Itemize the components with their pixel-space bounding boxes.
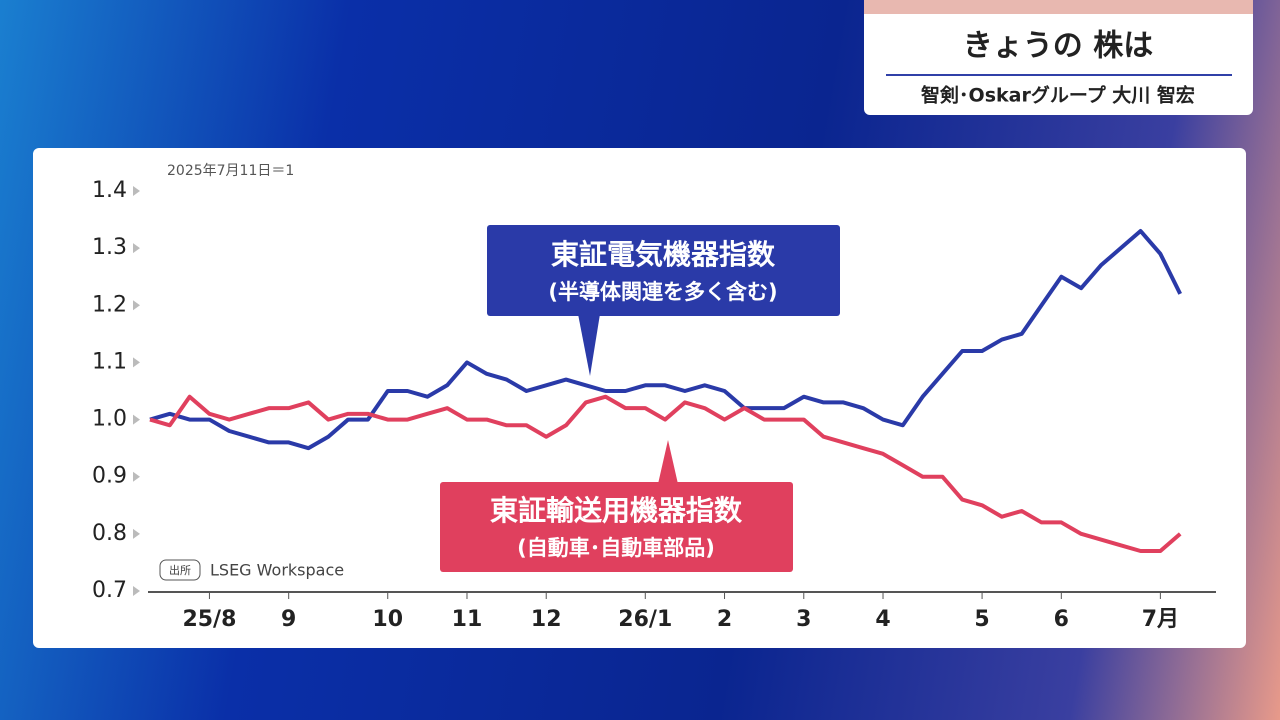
series-line [149, 394, 1182, 553]
y-tick-label: 0.8 [92, 521, 127, 546]
x-tick-label: 5 [974, 607, 989, 632]
y-tick-mark [133, 471, 140, 482]
y-tick-mark [133, 414, 140, 425]
source-tag-box [159, 559, 201, 581]
series-note: (自動車･自動車部品) [517, 536, 715, 560]
x-tick-label: 2 [717, 607, 732, 632]
red-callout: 東証輸送用機器指数 (自動車･自動車部品) [440, 440, 793, 572]
y-tick-label: 1.2 [92, 292, 127, 317]
x-tick-label: 25/8 [182, 607, 236, 632]
header-title: きょうの 株は [963, 29, 1153, 64]
y-tick-mark [133, 357, 140, 368]
y-tick-mark [133, 243, 140, 254]
series-name: 東証輸送用機器指数 [490, 494, 743, 527]
chart-note: 2025年7月11日＝1 [167, 163, 294, 179]
series-line [149, 229, 1182, 451]
x-tick-label: 10 [372, 607, 403, 632]
y-tick-label: 0.7 [92, 578, 127, 603]
callout-pointer [658, 440, 678, 484]
header-strip [864, 0, 1253, 14]
x-tick-label: 12 [531, 607, 562, 632]
callout-pointer [578, 314, 600, 376]
x-tick-label: 3 [796, 607, 811, 632]
x-tick-label: 4 [875, 607, 890, 632]
x-tick-label: 11 [452, 607, 483, 632]
series-name: 東証電気機器指数 [551, 238, 776, 271]
series-note: (半導体関連を多く含む) [548, 280, 777, 304]
y-tick-label: 1.1 [92, 349, 127, 374]
header-panel [864, 0, 1253, 115]
y-tick-label: 1.0 [92, 407, 127, 432]
chart-card [33, 148, 1246, 648]
x-tick-label: 6 [1054, 607, 1069, 632]
y-tick-label: 1.4 [92, 178, 127, 203]
blue-callout: 東証電気機器指数 (半導体関連を多く含む) [487, 225, 840, 376]
y-tick-mark [133, 528, 140, 539]
x-tick-label: 9 [281, 607, 296, 632]
y-tick-mark [133, 186, 140, 196]
callout-box [487, 225, 840, 316]
header-subtitle: 智剣･Oskarグループ 大川 智宏 [921, 84, 1195, 107]
source: LSEG Workspace [210, 561, 344, 580]
source-tag: 出所 [169, 563, 191, 577]
y-tick-mark [133, 586, 140, 596]
y-tick-mark [133, 300, 140, 311]
y-tick-label: 1.3 [92, 235, 127, 260]
y-tick-label: 0.9 [92, 464, 127, 489]
x-tick-label: 26/1 [618, 607, 672, 632]
plot: 0.7 0.8 0.9 1.0 1.1 1.2 1.3 1.4 25/8 9 10 11 12 26/1 2… [92, 178, 1182, 632]
callout-box [440, 482, 793, 572]
x-tick-label: 7月 [1142, 607, 1179, 632]
